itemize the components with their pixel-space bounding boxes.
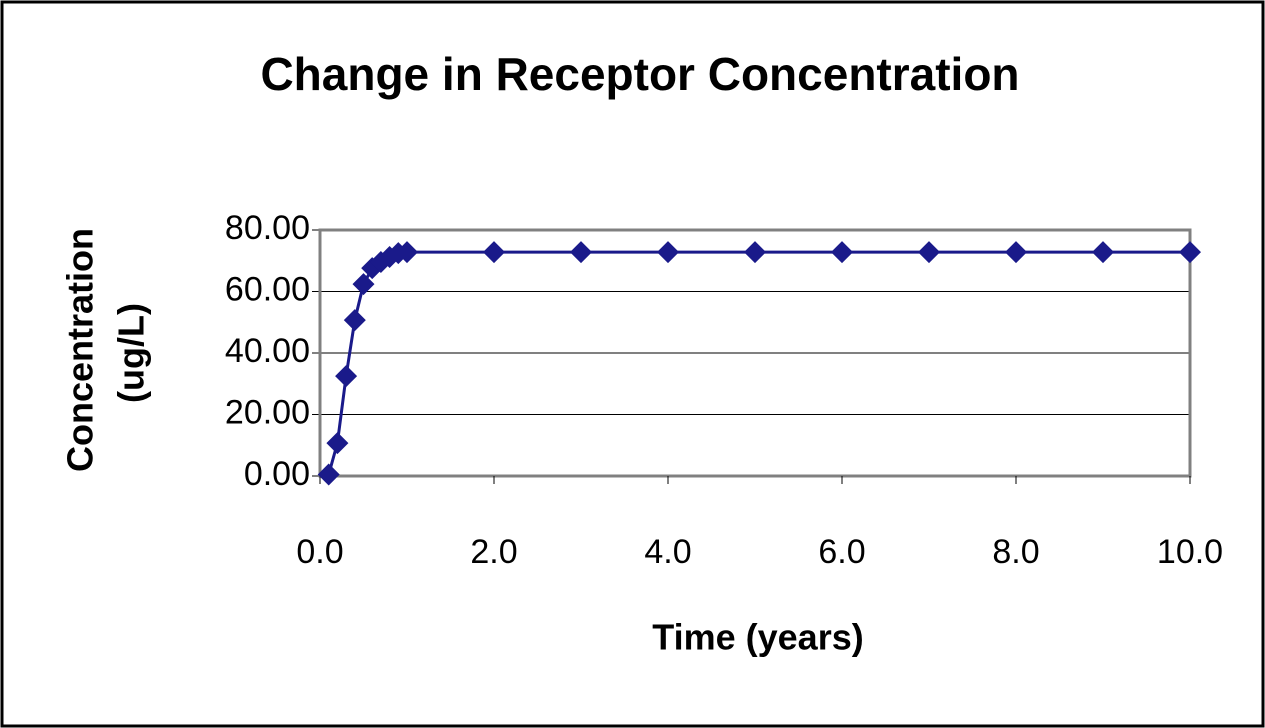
y-axis-title: Concentration (60, 228, 101, 472)
x-tick-label: 0.0 (296, 533, 343, 571)
y-tick-label: 20.00 (225, 393, 310, 431)
x-tick-label: 2.0 (470, 533, 517, 571)
y-axis-title: (ug/L) (111, 303, 152, 403)
x-axis-title: Time (years) (652, 617, 863, 658)
x-tick-label: 6.0 (818, 533, 865, 571)
x-tick-label: 10.0 (1157, 533, 1223, 571)
chart-title: Change in Receptor Concentration (260, 48, 1019, 100)
marker (657, 241, 679, 264)
y-tick-label: 0.00 (244, 455, 310, 493)
marker (1005, 241, 1027, 264)
marker (396, 241, 418, 264)
marker (335, 365, 358, 388)
x-tick-label: 4.0 (644, 533, 691, 571)
marker (317, 463, 340, 486)
marker (343, 309, 366, 332)
marker (326, 432, 349, 455)
marker (570, 241, 592, 264)
y-tick-label: 40.00 (225, 332, 310, 370)
marker (483, 241, 505, 264)
marker (744, 241, 766, 264)
plot-border (318, 228, 1192, 478)
x-tick-label: 8.0 (992, 533, 1039, 571)
y-tick-label: 60.00 (225, 270, 310, 308)
marker (918, 241, 940, 264)
marker (352, 273, 375, 296)
marker (1179, 241, 1201, 264)
marker (1092, 241, 1114, 264)
y-tick-label: 80.00 (225, 209, 310, 247)
marker (831, 241, 853, 264)
